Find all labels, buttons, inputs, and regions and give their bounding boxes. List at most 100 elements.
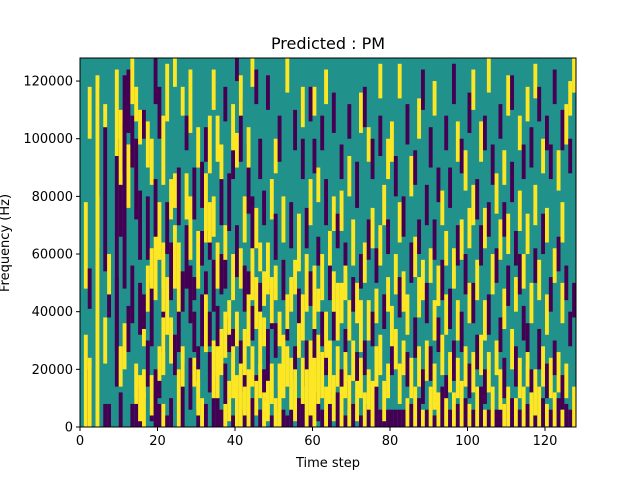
heatmap-cell-low — [533, 248, 538, 283]
heatmap-cell-high — [374, 346, 379, 387]
x-tick-label: 100 — [455, 434, 480, 449]
heatmap-cell-high — [320, 254, 325, 301]
heatmap-cell-high — [250, 58, 255, 87]
heatmap-cell-low — [335, 392, 340, 427]
heatmap-cell-high — [297, 323, 301, 358]
heatmap-cell-high — [122, 323, 127, 370]
plot-area — [79, 57, 577, 428]
heatmap-cell-high — [320, 352, 325, 399]
heatmap-cell-high — [378, 225, 383, 266]
heatmap-cell-low — [370, 311, 375, 347]
heatmap-cell-high — [521, 254, 526, 289]
heatmap-cell-high — [273, 265, 278, 301]
heatmap-cell-low — [529, 369, 534, 404]
heatmap-cell-low — [413, 150, 418, 185]
heatmap-cell-high — [483, 409, 487, 427]
heatmap-cell-low — [130, 403, 135, 427]
heatmap-cell-low — [436, 317, 441, 353]
heatmap-cell-low — [87, 268, 92, 309]
heatmap-cell-low — [207, 311, 212, 347]
heatmap-cell-high — [142, 369, 146, 399]
heatmap-cell-high — [560, 282, 565, 324]
heatmap-cell-low — [486, 294, 491, 335]
heatmap-cell-high — [258, 363, 263, 399]
heatmap-cell-low — [432, 415, 437, 427]
heatmap-cell-low — [452, 340, 456, 381]
heatmap-cell-low — [351, 403, 356, 427]
heatmap-cell-high — [486, 58, 491, 93]
heatmap-cell-high — [506, 386, 511, 427]
heatmap-cell-high — [161, 403, 166, 427]
heatmap-cell-high — [328, 340, 332, 404]
heatmap-cell-high — [204, 173, 208, 243]
heatmap-cell-low — [467, 92, 472, 133]
heatmap-cell-low — [134, 398, 139, 427]
heatmap-cell-high — [459, 380, 464, 428]
heatmap-cell-high — [351, 219, 356, 266]
heatmap-cell-high — [355, 282, 360, 324]
heatmap-cell-high — [440, 334, 445, 376]
heatmap-cell-low — [393, 156, 398, 197]
heatmap-cell-high — [545, 207, 549, 243]
heatmap-cell-high — [126, 144, 131, 208]
heatmap-cell-low — [467, 363, 472, 399]
heatmap-cell-low — [254, 69, 259, 105]
heatmap-cell-high — [242, 196, 247, 243]
heatmap-cell-low — [390, 409, 394, 427]
heatmap-cell-low — [130, 265, 135, 324]
heatmap-cell-high — [541, 346, 546, 387]
y-tick-label: 80000 — [32, 190, 73, 205]
heatmap-cell-high — [537, 259, 542, 301]
heatmap-cell-low — [463, 398, 468, 427]
heatmap-cell-low — [331, 92, 336, 133]
heatmap-cell-low — [552, 69, 557, 105]
heatmap-cell-high — [246, 294, 251, 347]
heatmap-cell-high — [215, 115, 220, 162]
heatmap-cell-high — [370, 207, 375, 249]
heatmap-cell-low — [157, 403, 162, 427]
heatmap-cell-low — [304, 207, 309, 249]
heatmap-cell-high — [506, 75, 511, 116]
heatmap-cell-high — [471, 184, 476, 226]
heatmap-cell-high — [312, 86, 317, 116]
heatmap-cell-low — [308, 271, 313, 306]
heatmap-cell-high — [417, 277, 422, 318]
heatmap-cell-high — [421, 409, 425, 427]
heatmap-cell-high — [428, 386, 433, 427]
heatmap-cell-low — [258, 138, 263, 180]
heatmap-cell-high — [262, 317, 267, 347]
heatmap-cell-high — [308, 340, 313, 416]
heatmap-cell-low — [359, 415, 363, 427]
heatmap-cell-high — [351, 340, 356, 381]
heatmap-cell-low — [266, 328, 270, 381]
heatmap-cell-high — [444, 294, 449, 335]
heatmap-cell-low — [157, 86, 162, 139]
heatmap-cell-low — [409, 242, 414, 283]
x-tick-label: 80 — [382, 434, 399, 449]
heatmap-cell-high — [564, 363, 569, 399]
heatmap-cell-low — [514, 346, 518, 387]
heatmap-cell-high — [134, 86, 139, 122]
heatmap-cell-high — [545, 403, 549, 427]
heatmap-cell-high — [142, 328, 146, 347]
heatmap-cell-high — [471, 69, 476, 110]
heatmap-cell-low — [374, 386, 379, 427]
heatmap-cell-high — [413, 236, 418, 278]
heatmap-cell-high — [525, 86, 530, 122]
heatmap-cell-low — [316, 392, 321, 422]
heatmap-cell-high — [145, 121, 150, 168]
heatmap-cell-high — [401, 271, 406, 312]
heatmap-cell-low — [560, 375, 565, 410]
heatmap-cell-low — [564, 403, 569, 427]
heatmap-cell-high — [262, 392, 267, 427]
heatmap-cell-high — [304, 254, 309, 312]
heatmap-cell-low — [409, 403, 414, 427]
heatmap-cell-high — [459, 219, 464, 260]
heatmap-cell-high — [537, 386, 542, 427]
heatmap-cell-high — [188, 69, 193, 133]
chart-title: Predicted : PM — [271, 34, 385, 53]
heatmap-cell-low — [486, 202, 491, 237]
heatmap-cell-high — [285, 294, 290, 329]
heatmap-cell-high — [231, 346, 236, 399]
heatmap-cell-high — [269, 363, 274, 404]
